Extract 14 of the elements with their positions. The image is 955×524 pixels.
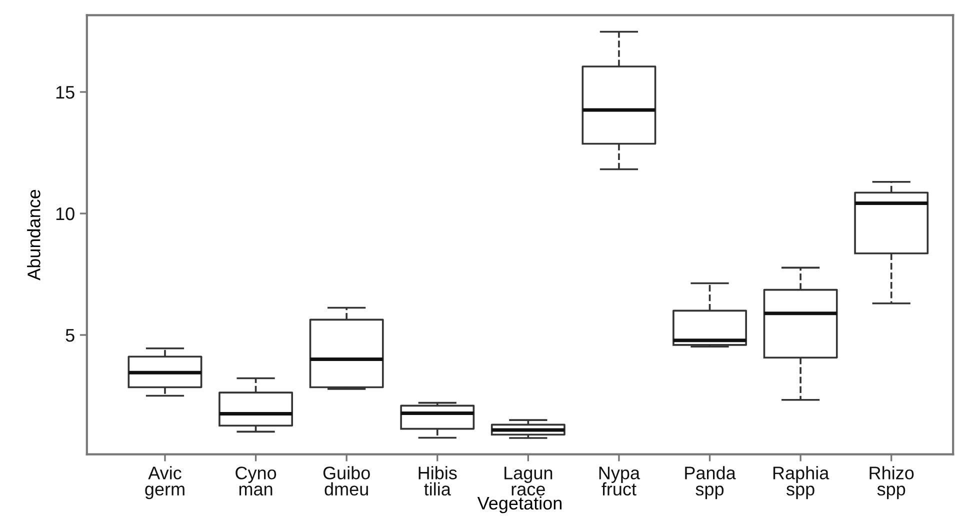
x-tick-label: Avic germ	[145, 466, 184, 500]
x-tick-label: Panda spp	[685, 466, 736, 500]
y-axis-title: Abundance	[27, 190, 40, 280]
y-tick-label: 10	[56, 207, 74, 220]
x-axis-title: Vegetation	[477, 496, 562, 514]
x-tick-label: Rhizo spp	[870, 466, 914, 500]
x-tick-label: Nypa fruct	[599, 466, 640, 496]
x-tick-label: Lagun race	[504, 466, 552, 496]
y-tick-label: 15	[56, 86, 74, 99]
x-tick-label: Raphia spp	[773, 466, 830, 500]
x-tick-label: Guibo dmeu	[323, 466, 370, 496]
x-tick-label: Cyno man	[236, 466, 276, 496]
y-tick-label: 5	[66, 329, 74, 342]
x-tick-label: Hibis tilia	[418, 466, 457, 496]
